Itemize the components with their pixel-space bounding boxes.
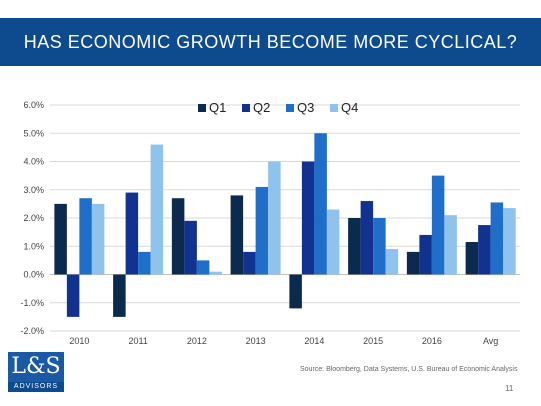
bar-q3 (196, 260, 210, 275)
y-tick-label: 0.0% (23, 270, 44, 280)
bar-q1 (465, 242, 479, 275)
bar-q2 (478, 225, 491, 275)
bar-q1 (348, 218, 361, 275)
bar-q2 (66, 274, 80, 317)
bar-q3 (255, 186, 269, 275)
bar-q3 (138, 251, 151, 275)
x-tick-label: 2011 (128, 336, 147, 346)
source-note: Source: Bloomberg, Data Systems, U.S. Bu… (300, 366, 518, 373)
bar-q3 (373, 218, 386, 275)
x-tick-label: 2012 (187, 336, 207, 346)
y-tick-label: 2.0% (23, 213, 44, 223)
legend-label: Q2 (253, 100, 270, 115)
bar-q4 (385, 249, 399, 275)
logo-sub-text: ADVISORS (8, 382, 64, 392)
y-tick-label: -1.0% (20, 298, 44, 308)
slide-title: HAS ECONOMIC GROWTH BECOME MORE CYCLICAL… (0, 18, 541, 66)
bar-q4 (503, 208, 516, 275)
bar-q2 (301, 161, 315, 275)
bar-q1 (406, 251, 420, 275)
bar-q4 (268, 161, 281, 275)
x-tick-label: 2010 (69, 336, 89, 346)
legend-swatch (198, 104, 206, 112)
y-tick-label: 4.0% (23, 157, 44, 167)
bar-q1 (113, 274, 126, 317)
x-tick-label: 2013 (246, 336, 266, 346)
bar-q3 (431, 175, 445, 275)
legend-label: Q3 (297, 100, 314, 115)
bar-q4 (326, 209, 340, 275)
bar-q2 (360, 201, 374, 275)
bar-q4 (209, 271, 222, 275)
bar-q2 (419, 234, 432, 275)
bar-q2 (243, 251, 256, 275)
legend-swatch (286, 104, 294, 112)
bar-q3 (79, 198, 92, 275)
x-tick-label: 2014 (304, 336, 324, 346)
x-tick-label: Avg (483, 336, 498, 346)
y-tick-label: 5.0% (23, 128, 44, 138)
y-tick-label: -2.0% (20, 326, 44, 336)
y-tick-label: 3.0% (23, 185, 44, 195)
bar-q1 (289, 274, 302, 309)
bar-q1 (171, 198, 185, 275)
x-tick-label: 2016 (422, 336, 442, 346)
bar-q4 (150, 144, 164, 275)
y-tick-label: 6.0% (23, 100, 44, 110)
legend-swatch (242, 104, 250, 112)
bar-q3 (490, 202, 504, 275)
page-number: 11 (505, 384, 514, 393)
bar-q1 (230, 195, 244, 275)
bar-q4 (91, 203, 105, 275)
y-tick-label: 1.0% (23, 241, 44, 251)
bar-q2 (125, 192, 139, 275)
company-logo: L&S ADVISORS (8, 352, 64, 392)
bar-q3 (314, 133, 327, 275)
bar-q1 (54, 203, 67, 275)
bar-q2 (184, 220, 197, 275)
legend-label: Q1 (209, 100, 226, 115)
logo-main-text: L&S (8, 352, 64, 382)
bar-q4 (444, 215, 457, 275)
x-tick-label: 2015 (363, 336, 383, 346)
bar-chart: -2.0% -1.0% 0.0% 1.0% 2.0% 3.0% 4.0% 5.0% 6.0% 20… (20, 100, 520, 346)
legend-swatch (330, 104, 338, 112)
legend-label: Q4 (341, 100, 358, 115)
